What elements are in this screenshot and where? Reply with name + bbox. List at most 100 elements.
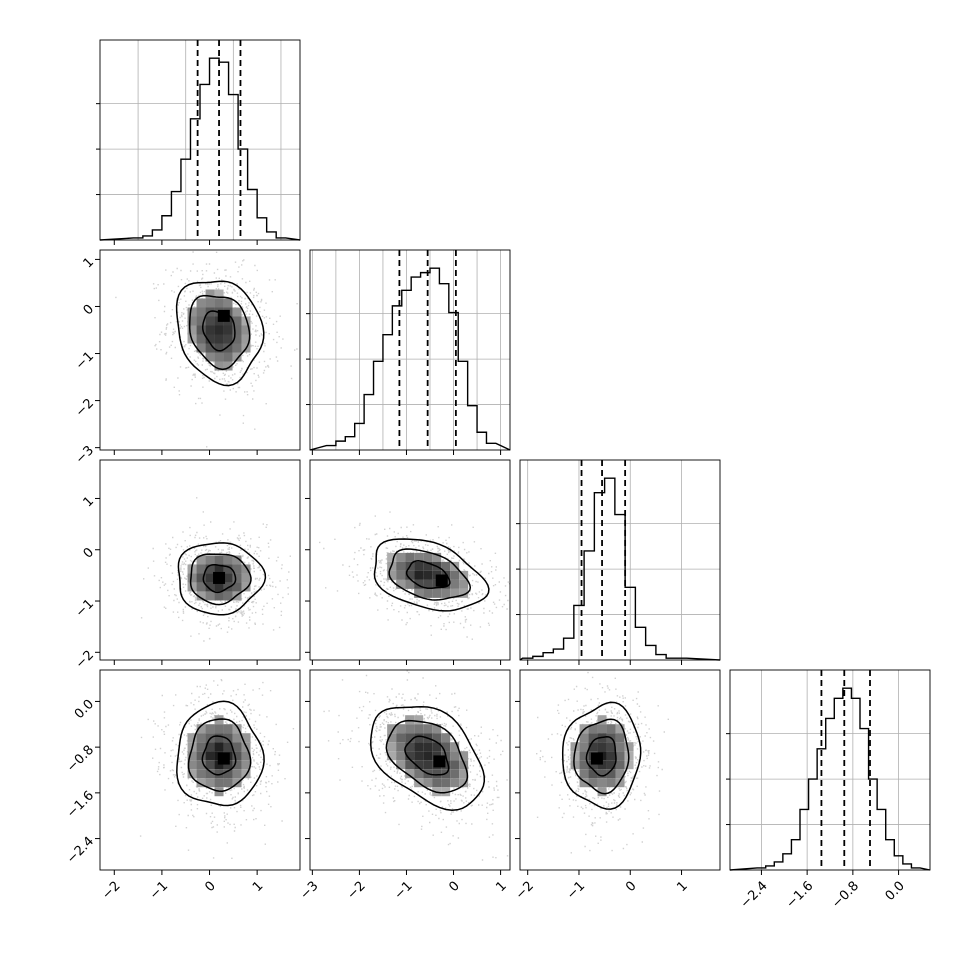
density-cell [232, 751, 242, 761]
density-cell [441, 787, 451, 797]
tick-marks-3-0 [95, 700, 258, 875]
density-cell [223, 298, 233, 308]
density-cell [241, 733, 251, 743]
contour-line-1 [388, 548, 472, 601]
density-cell [405, 579, 415, 589]
x-tick-label: −1.6 [783, 879, 816, 912]
density-cell [459, 751, 469, 761]
density-cell [414, 552, 424, 562]
panel-background [310, 250, 510, 450]
scatter-panel-3-1 [309, 669, 511, 871]
density-cell [214, 352, 224, 362]
contour-line-0 [370, 705, 486, 812]
density-cell [205, 769, 215, 779]
histogram-step-line [309, 267, 511, 451]
density-peak [217, 309, 230, 322]
density-cell [387, 742, 397, 752]
density-cell [196, 343, 206, 353]
density-cell [405, 552, 415, 562]
density-cell [205, 724, 215, 734]
density-cell [414, 769, 424, 779]
density-cell [396, 724, 406, 734]
density-cell [214, 325, 224, 335]
panel-frame [309, 249, 511, 451]
density-cell [232, 555, 242, 565]
contour-line-0 [175, 280, 265, 387]
density-cell [405, 570, 415, 580]
density-cell [232, 343, 242, 353]
density-cell [187, 733, 197, 743]
density-cell [588, 769, 598, 779]
scatter-points [115, 251, 298, 448]
density-cell [196, 769, 206, 779]
density-cell [570, 751, 580, 761]
density-cell [205, 760, 215, 770]
x-tick-label: 0 [446, 879, 462, 895]
density-cell [241, 334, 251, 344]
panel-frame [309, 459, 511, 661]
panel-frame [99, 669, 301, 871]
panel-content [536, 670, 669, 854]
density-cell [606, 724, 616, 734]
density-cell [205, 352, 215, 362]
density-cell [196, 564, 206, 574]
contour-line-1 [573, 718, 630, 795]
density-cell [396, 552, 406, 562]
density-cell [459, 588, 469, 598]
panel-content [140, 497, 291, 642]
density-cell [223, 591, 233, 601]
density-cell [187, 307, 197, 317]
density-cell [241, 564, 251, 574]
x-tick-label: −0.8 [829, 879, 862, 912]
contour-line-0 [561, 701, 642, 810]
density-cell [615, 778, 625, 788]
y-tick-label: −2.4 [64, 834, 97, 867]
x-tick-label: 1 [674, 879, 690, 895]
density-cell [414, 588, 424, 598]
tick-marks-3-2 [515, 700, 683, 875]
density-cell [205, 289, 215, 299]
histogram-step-line [99, 57, 301, 241]
density-cell [241, 325, 251, 335]
density-cell [214, 289, 224, 299]
density-cell [187, 751, 197, 761]
density-cell [232, 733, 242, 743]
density-cell [432, 552, 442, 562]
panel-background [100, 40, 300, 240]
density-cell [579, 751, 589, 761]
density-cell [405, 724, 415, 734]
density-cell [232, 573, 242, 583]
density-peak [213, 571, 226, 584]
density-cell [570, 760, 580, 770]
density-cell [196, 582, 206, 592]
density-cell [196, 573, 206, 583]
tick-marks-2-2 [527, 660, 683, 665]
density-cell [196, 316, 206, 326]
density-cell [205, 591, 215, 601]
density-cell [615, 742, 625, 752]
contour-line-2 [405, 560, 451, 590]
density-cell [205, 325, 215, 335]
y-tick-label: −1.6 [64, 788, 97, 821]
x-tick-label: 1 [250, 879, 266, 895]
x-tick-label: −2 [345, 879, 369, 903]
density-cell [241, 573, 251, 583]
density-cell [414, 751, 424, 761]
x-tick-label: −3 [297, 879, 321, 903]
density-cell [405, 733, 415, 743]
contour-line-2 [201, 310, 236, 352]
density-cell [432, 778, 442, 788]
density-cell [423, 760, 433, 770]
density-cell [187, 769, 197, 779]
density-cell [223, 564, 233, 574]
density-cell [597, 760, 607, 770]
density-cell [441, 561, 451, 571]
density-cell [214, 769, 224, 779]
contour-line-1 [187, 718, 252, 792]
density-cell [414, 570, 424, 580]
density-cell [432, 742, 442, 752]
density-cell [232, 582, 242, 592]
density-cell [214, 742, 224, 752]
density-cell [205, 582, 215, 592]
